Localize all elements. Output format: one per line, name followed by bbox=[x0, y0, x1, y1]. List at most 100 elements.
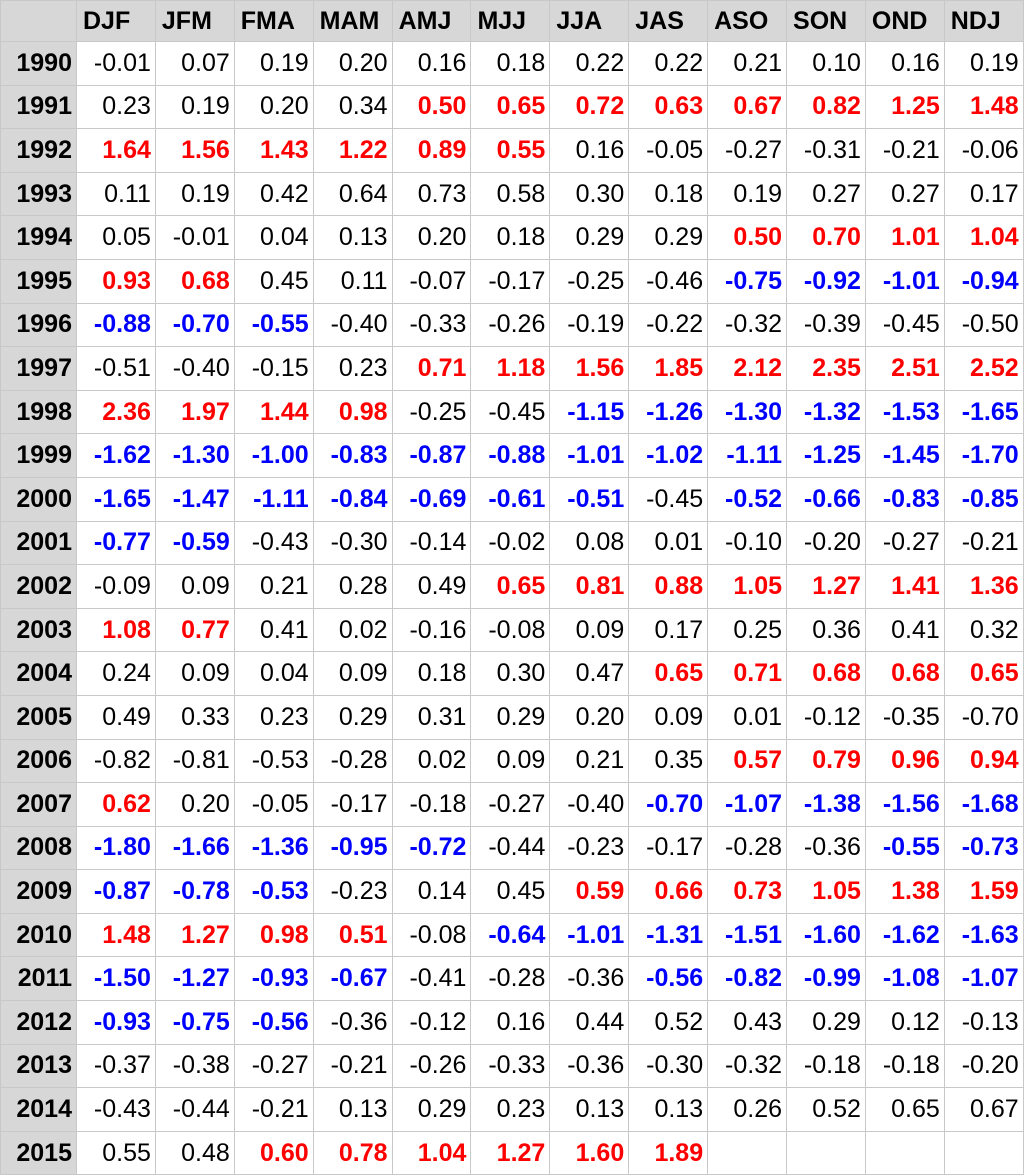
table-cell[interactable]: -0.25 bbox=[391, 389, 472, 435]
table-cell[interactable]: -0.93 bbox=[76, 1000, 156, 1045]
table-cell[interactable]: 0.11 bbox=[312, 258, 393, 304]
table-cell[interactable]: 0.18 bbox=[470, 41, 551, 86]
table-cell[interactable]: -1.25 bbox=[786, 433, 866, 478]
column-header-jfm[interactable]: JFM bbox=[154, 0, 235, 42]
table-cell[interactable]: -0.09 bbox=[76, 564, 156, 609]
table-cell[interactable]: 0.67 bbox=[943, 1087, 1024, 1132]
corner-cell[interactable] bbox=[0, 0, 77, 42]
table-cell[interactable]: -0.25 bbox=[549, 258, 630, 304]
table-cell[interactable]: -0.87 bbox=[391, 433, 472, 478]
row-header-year[interactable]: 2015 bbox=[0, 1130, 77, 1175]
table-cell[interactable]: 0.16 bbox=[864, 41, 945, 86]
table-cell[interactable]: -1.01 bbox=[864, 258, 945, 304]
table-cell[interactable]: -0.56 bbox=[233, 1000, 314, 1045]
table-cell[interactable]: 0.29 bbox=[786, 1000, 866, 1045]
table-cell[interactable]: 0.98 bbox=[233, 912, 314, 958]
table-cell[interactable]: -0.70 bbox=[154, 302, 235, 348]
table-cell[interactable]: -0.21 bbox=[312, 1043, 393, 1089]
table-cell[interactable]: -0.08 bbox=[391, 912, 472, 958]
table-cell[interactable]: 0.18 bbox=[470, 215, 551, 260]
table-cell[interactable]: -0.12 bbox=[786, 694, 866, 740]
table-cell[interactable]: 0.08 bbox=[549, 520, 630, 566]
table-cell[interactable]: -0.17 bbox=[628, 825, 709, 871]
table-cell[interactable]: 0.09 bbox=[549, 607, 630, 653]
column-header-mjj[interactable]: MJJ bbox=[470, 0, 551, 42]
table-cell[interactable]: 1.22 bbox=[312, 128, 393, 173]
table-cell[interactable]: 1.89 bbox=[628, 1130, 709, 1175]
column-header-ndj[interactable]: NDJ bbox=[943, 0, 1024, 42]
table-cell[interactable]: 0.34 bbox=[312, 84, 393, 130]
table-cell[interactable]: -0.41 bbox=[391, 956, 472, 1002]
table-cell[interactable]: 1.01 bbox=[864, 215, 945, 260]
table-cell[interactable]: -1.01 bbox=[549, 912, 630, 958]
table-cell[interactable]: 0.19 bbox=[154, 171, 235, 217]
row-header-year[interactable]: 2008 bbox=[0, 825, 77, 871]
table-cell[interactable]: -0.36 bbox=[549, 956, 630, 1002]
table-cell[interactable]: -1.07 bbox=[707, 782, 788, 827]
table-cell[interactable]: 0.78 bbox=[312, 1130, 393, 1175]
table-cell[interactable]: -0.28 bbox=[470, 956, 551, 1002]
table-cell[interactable]: 2.36 bbox=[76, 389, 156, 435]
table-cell[interactable]: 1.05 bbox=[707, 564, 788, 609]
table-cell[interactable]: -0.23 bbox=[549, 825, 630, 871]
table-cell[interactable]: -1.53 bbox=[864, 389, 945, 435]
table-cell[interactable]: 2.52 bbox=[943, 346, 1024, 391]
table-cell[interactable]: -0.95 bbox=[312, 825, 393, 871]
table-cell[interactable]: -0.08 bbox=[470, 607, 551, 653]
table-cell[interactable]: 0.29 bbox=[470, 694, 551, 740]
row-header-year[interactable]: 1994 bbox=[0, 215, 77, 260]
table-cell[interactable]: 0.41 bbox=[864, 607, 945, 653]
row-header-year[interactable]: 1997 bbox=[0, 346, 77, 391]
table-cell[interactable]: -0.69 bbox=[391, 476, 472, 522]
table-cell[interactable]: -0.37 bbox=[76, 1043, 156, 1089]
table-cell[interactable]: -0.13 bbox=[943, 1000, 1024, 1045]
table-cell[interactable]: 0.68 bbox=[864, 651, 945, 696]
table-cell[interactable]: 0.23 bbox=[470, 1087, 551, 1132]
table-cell[interactable]: -1.01 bbox=[549, 433, 630, 478]
table-cell[interactable]: 1.04 bbox=[391, 1130, 472, 1175]
table-cell[interactable]: 0.41 bbox=[233, 607, 314, 653]
row-header-year[interactable]: 2012 bbox=[0, 1000, 77, 1045]
table-cell[interactable]: 0.35 bbox=[628, 738, 709, 784]
table-cell[interactable]: 1.41 bbox=[864, 564, 945, 609]
table-cell[interactable]: 1.85 bbox=[628, 346, 709, 391]
table-cell[interactable]: 0.65 bbox=[470, 84, 551, 130]
row-header-year[interactable]: 2011 bbox=[0, 956, 77, 1002]
table-cell[interactable]: -0.18 bbox=[391, 782, 472, 827]
table-cell[interactable]: -0.36 bbox=[312, 1000, 393, 1045]
table-cell[interactable]: -0.17 bbox=[312, 782, 393, 827]
table-cell[interactable]: 0.23 bbox=[312, 346, 393, 391]
row-header-year[interactable]: 2001 bbox=[0, 520, 77, 566]
table-cell[interactable]: 0.47 bbox=[549, 651, 630, 696]
table-cell[interactable]: -0.06 bbox=[943, 128, 1024, 173]
table-cell[interactable]: -0.70 bbox=[628, 782, 709, 827]
row-header-year[interactable]: 2013 bbox=[0, 1043, 77, 1089]
table-cell[interactable]: -0.67 bbox=[312, 956, 393, 1002]
table-cell[interactable]: -0.18 bbox=[864, 1043, 945, 1089]
column-header-jas[interactable]: JAS bbox=[628, 0, 709, 42]
table-cell[interactable] bbox=[943, 1130, 1024, 1175]
table-cell[interactable]: 0.09 bbox=[154, 651, 235, 696]
table-cell[interactable]: -0.15 bbox=[233, 346, 314, 391]
table-cell[interactable]: -1.60 bbox=[786, 912, 866, 958]
table-cell[interactable]: -0.16 bbox=[391, 607, 472, 653]
row-header-year[interactable]: 1990 bbox=[0, 41, 77, 86]
row-header-year[interactable]: 1991 bbox=[0, 84, 77, 130]
table-cell[interactable]: 0.52 bbox=[628, 1000, 709, 1045]
table-cell[interactable]: -1.51 bbox=[707, 912, 788, 958]
table-cell[interactable]: 0.45 bbox=[233, 258, 314, 304]
table-cell[interactable]: 0.29 bbox=[628, 215, 709, 260]
table-cell[interactable]: 0.23 bbox=[233, 694, 314, 740]
table-cell[interactable]: 1.59 bbox=[943, 869, 1024, 914]
table-cell[interactable]: -0.64 bbox=[470, 912, 551, 958]
table-cell[interactable]: -0.01 bbox=[76, 41, 156, 86]
table-cell[interactable]: 2.51 bbox=[864, 346, 945, 391]
table-cell[interactable]: 1.60 bbox=[549, 1130, 630, 1175]
table-cell[interactable]: -0.51 bbox=[549, 476, 630, 522]
column-header-djf[interactable]: DJF bbox=[76, 0, 156, 42]
table-cell[interactable]: -1.56 bbox=[864, 782, 945, 827]
column-header-son[interactable]: SON bbox=[786, 0, 866, 42]
table-cell[interactable]: -0.43 bbox=[233, 520, 314, 566]
table-cell[interactable]: 2.35 bbox=[786, 346, 866, 391]
table-cell[interactable]: 0.67 bbox=[707, 84, 788, 130]
